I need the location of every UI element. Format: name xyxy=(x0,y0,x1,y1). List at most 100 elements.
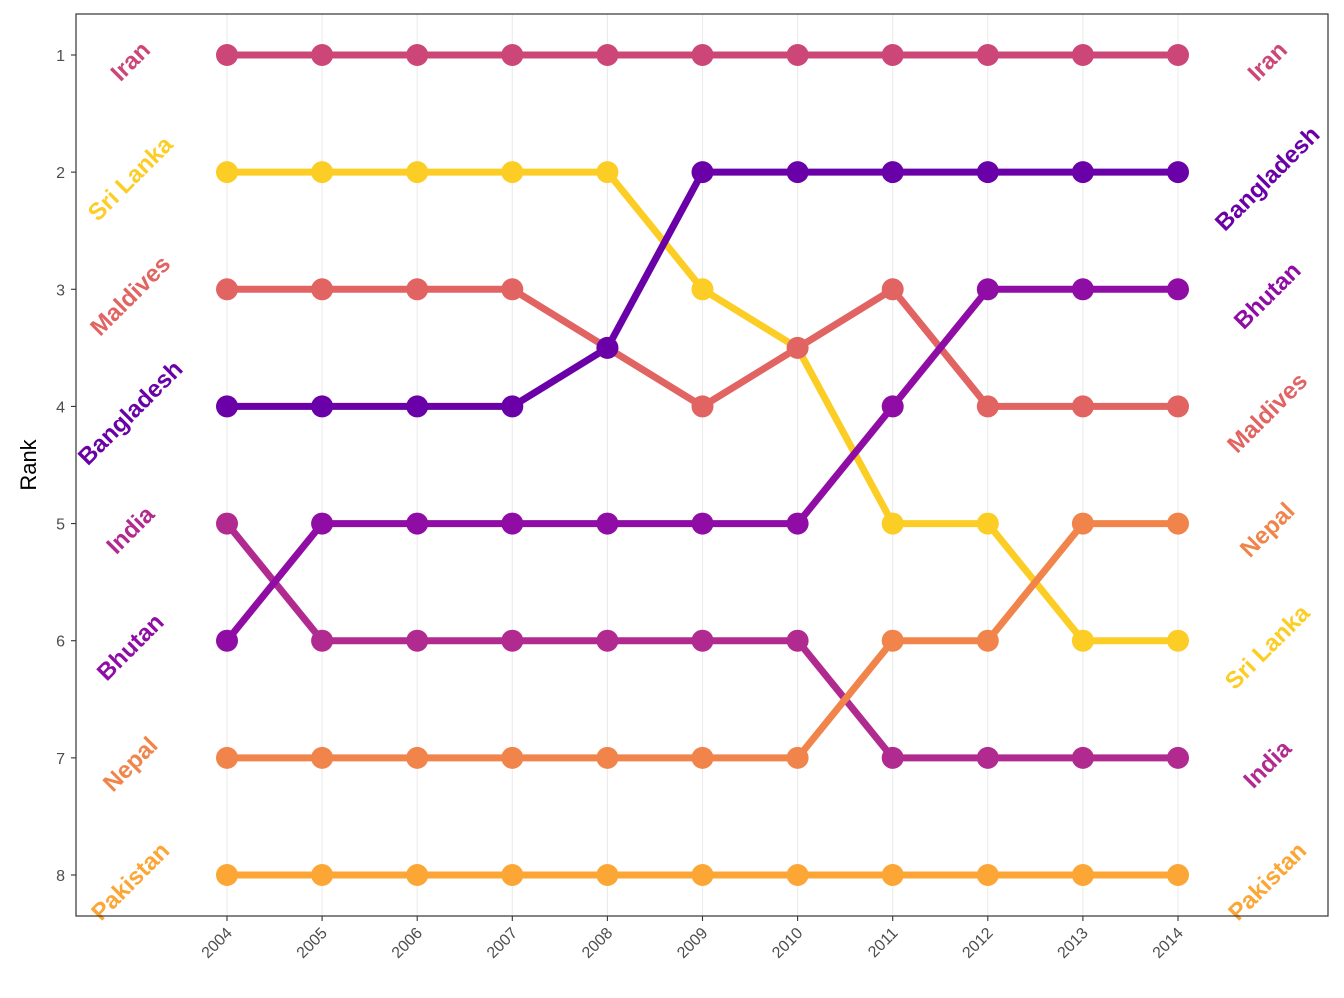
data-point-iran xyxy=(786,44,809,66)
data-point-nepal xyxy=(501,746,524,769)
data-point-sri-lanka xyxy=(976,512,999,535)
data-point-maldives xyxy=(501,278,524,301)
data-point-bhutan xyxy=(786,512,809,535)
x-tick-label: 2006 xyxy=(389,925,426,962)
data-point-nepal xyxy=(1071,512,1094,535)
data-point-bangladesh xyxy=(501,395,524,418)
data-point-bhutan xyxy=(691,512,714,535)
x-tick-label: 2014 xyxy=(1150,925,1187,962)
data-point-bangladesh xyxy=(1071,161,1094,184)
data-point-india xyxy=(1167,746,1189,769)
data-point-nepal xyxy=(596,746,619,769)
data-point-bangladesh xyxy=(596,336,619,359)
y-axis-title: Rank xyxy=(16,438,41,490)
data-point-sri-lanka xyxy=(881,512,904,535)
data-point-bhutan xyxy=(216,629,238,652)
data-point-iran xyxy=(596,44,619,66)
y-tick-label: 5 xyxy=(56,517,65,534)
data-point-nepal xyxy=(311,746,334,769)
data-point-maldives xyxy=(1167,395,1189,418)
data-point-nepal xyxy=(216,746,238,769)
data-point-sri-lanka xyxy=(1167,629,1189,652)
data-point-india xyxy=(501,629,524,652)
data-point-iran xyxy=(1071,44,1094,66)
data-point-india xyxy=(406,629,429,652)
data-point-india xyxy=(1071,746,1094,769)
data-point-bhutan xyxy=(501,512,524,535)
data-point-maldives xyxy=(691,395,714,418)
x-tick-label: 2004 xyxy=(199,925,236,962)
data-point-bhutan xyxy=(596,512,619,535)
data-point-nepal xyxy=(786,746,809,769)
data-point-maldives xyxy=(881,278,904,301)
x-tick-label: 2005 xyxy=(294,925,331,962)
data-point-india xyxy=(976,746,999,769)
data-point-pakistan xyxy=(1071,864,1094,886)
data-point-bhutan xyxy=(1167,278,1189,301)
series-points xyxy=(216,44,1189,886)
data-point-sri-lanka xyxy=(311,161,334,184)
x-tick-label: 2007 xyxy=(484,925,521,962)
data-point-pakistan xyxy=(691,864,714,886)
data-point-bhutan xyxy=(1071,278,1094,301)
data-point-india xyxy=(311,629,334,652)
data-point-pakistan xyxy=(976,864,999,886)
data-point-pakistan xyxy=(881,864,904,886)
data-point-iran xyxy=(881,44,904,66)
data-point-maldives xyxy=(976,395,999,418)
data-point-pakistan xyxy=(501,864,524,886)
data-point-india xyxy=(216,512,238,535)
x-tick-label: 2009 xyxy=(674,925,711,962)
data-point-pakistan xyxy=(786,864,809,886)
data-point-maldives xyxy=(786,336,809,359)
x-tick-label: 2010 xyxy=(769,925,806,962)
y-tick-label: 4 xyxy=(56,399,65,416)
data-point-bhutan xyxy=(881,395,904,418)
data-point-bangladesh xyxy=(216,395,238,418)
x-tick-label: 2008 xyxy=(579,925,616,962)
data-point-bangladesh xyxy=(1167,161,1189,184)
data-point-iran xyxy=(311,44,334,66)
data-point-bangladesh xyxy=(881,161,904,184)
data-point-india xyxy=(786,629,809,652)
y-tick-label: 6 xyxy=(56,634,65,651)
data-point-pakistan xyxy=(311,864,334,886)
x-tick-label: 2011 xyxy=(865,925,901,961)
data-point-pakistan xyxy=(596,864,619,886)
data-point-iran xyxy=(1167,44,1189,66)
data-point-pakistan xyxy=(406,864,429,886)
x-tick-label: 2012 xyxy=(959,925,996,962)
x-tick-label: 2013 xyxy=(1055,925,1092,962)
data-point-india xyxy=(691,629,714,652)
data-point-nepal xyxy=(881,629,904,652)
data-point-bhutan xyxy=(311,512,334,535)
data-point-sri-lanka xyxy=(406,161,429,184)
data-point-iran xyxy=(691,44,714,66)
data-point-bangladesh xyxy=(406,395,429,418)
y-tick-label: 3 xyxy=(56,282,65,299)
data-point-maldives xyxy=(406,278,429,301)
data-point-iran xyxy=(216,44,238,66)
data-point-maldives xyxy=(311,278,334,301)
y-tick-label: 8 xyxy=(56,868,65,885)
x-axis: 2004 2005 2006 2007 2008 2009 2010 2011 2012 2013… xyxy=(199,916,1187,962)
y-tick-label: 1 xyxy=(56,48,65,65)
data-point-nepal xyxy=(406,746,429,769)
data-point-bangladesh xyxy=(976,161,999,184)
data-point-maldives xyxy=(216,278,238,301)
data-point-sri-lanka xyxy=(691,278,714,301)
data-point-bangladesh xyxy=(311,395,334,418)
data-point-nepal xyxy=(976,629,999,652)
data-point-iran xyxy=(501,44,524,66)
data-point-iran xyxy=(976,44,999,66)
data-point-bangladesh xyxy=(691,161,714,184)
data-point-iran xyxy=(406,44,429,66)
data-point-pakistan xyxy=(1167,864,1189,886)
data-point-sri-lanka xyxy=(596,161,619,184)
y-tick-label: 7 xyxy=(56,751,65,768)
data-point-bhutan xyxy=(976,278,999,301)
data-point-bhutan xyxy=(406,512,429,535)
data-point-india xyxy=(596,629,619,652)
data-point-nepal xyxy=(691,746,714,769)
